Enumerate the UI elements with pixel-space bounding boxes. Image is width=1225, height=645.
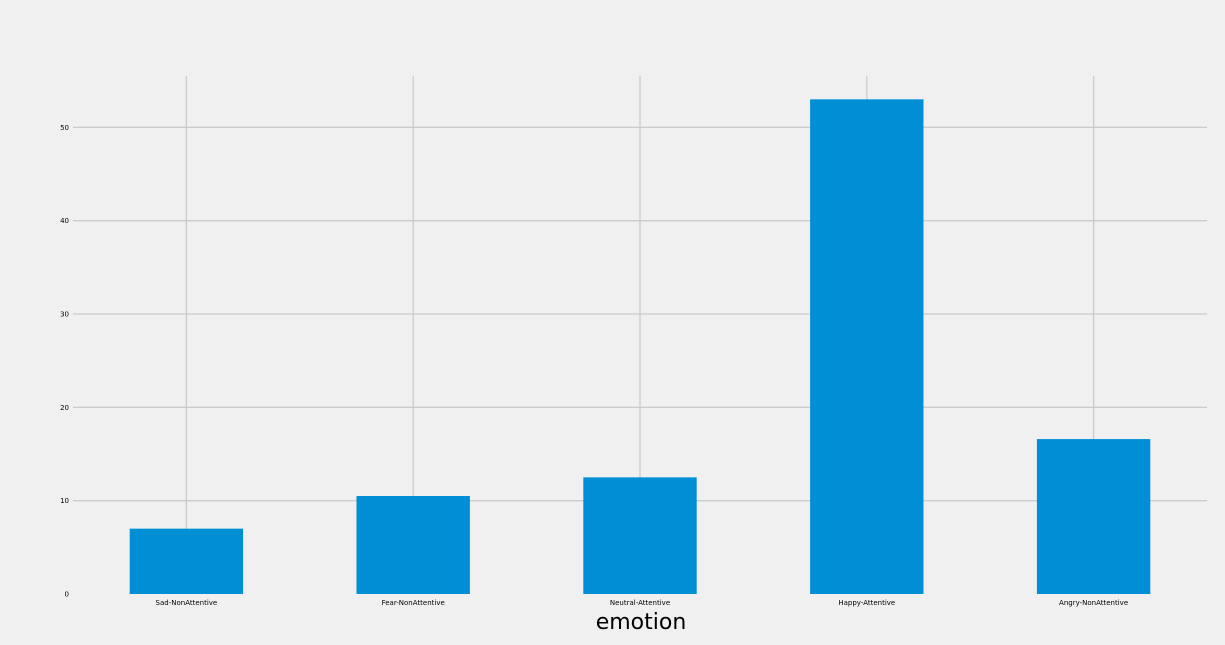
y-tick-label: 20	[60, 404, 69, 412]
x-tick-label: Neutral-Attentive	[610, 599, 670, 607]
x-tick-label: Sad-NonAttentive	[156, 599, 218, 607]
y-tick-label: 50	[60, 124, 69, 132]
x-tick-label: Angry-NonAttentive	[1059, 599, 1128, 607]
x-tick-label: Happy-Attentive	[838, 599, 895, 607]
x-axis-label: emotion	[596, 610, 687, 635]
bars	[129, 99, 1151, 594]
x-tick-label: Fear-NonAttentive	[382, 599, 445, 607]
bar-angry-nonattentive	[1036, 439, 1151, 594]
y-tick-label: 10	[60, 497, 69, 505]
bar-happy-attentive	[810, 99, 924, 594]
y-tick-label: 40	[60, 217, 69, 225]
tick-labels: 0 10 20 30 40 50 Sad-NonAttentive Fear-NonAtten…	[60, 124, 1128, 607]
y-tick-label: 0	[65, 591, 69, 599]
bar-fear-nonattentive	[356, 496, 470, 594]
y-tick-label: 30	[60, 311, 69, 319]
bar-neutral-attentive	[583, 477, 697, 594]
bar-sad-nonattentive	[129, 528, 244, 594]
